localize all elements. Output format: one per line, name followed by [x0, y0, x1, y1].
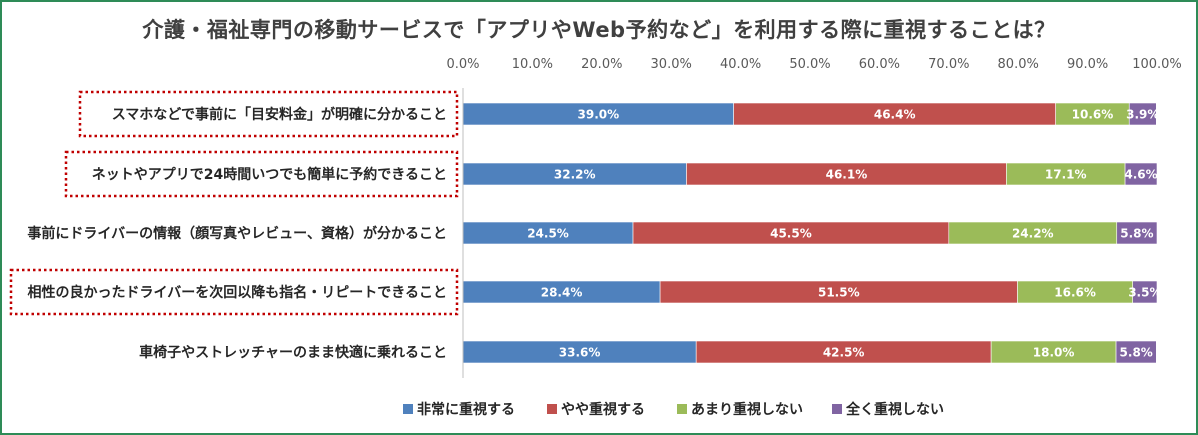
- highlight-box: [78, 90, 459, 138]
- data-label: 32.2%: [554, 168, 596, 182]
- legend-label: やや重視する: [561, 401, 645, 418]
- x-tick-label: 60.0%: [859, 57, 900, 72]
- x-tick-label: 0.0%: [446, 57, 479, 72]
- highlight-boxes: [9, 90, 459, 316]
- category-label: ネットやアプリで24時間いつでも簡単に予約できること: [92, 166, 447, 183]
- category-label: 車椅子やストレッチャーのまま快適に乗れること: [139, 344, 447, 361]
- data-label: 39.0%: [578, 108, 620, 122]
- x-tick-label: 30.0%: [651, 57, 692, 72]
- data-label: 28.4%: [541, 286, 583, 300]
- category-label: 相性の良かったドライバーを次回以降も指名・リピートできること: [28, 284, 447, 301]
- data-label: 51.5%: [818, 286, 860, 300]
- x-tick-label: 80.0%: [998, 57, 1039, 72]
- legend-swatch: [677, 404, 687, 414]
- bar-segment: [1115, 340, 1157, 364]
- data-label: 17.1%: [1045, 168, 1087, 182]
- bar-segment: [1128, 102, 1157, 126]
- data-label: 10.6%: [1072, 108, 1114, 122]
- x-tick-label: 50.0%: [789, 57, 830, 72]
- x-axis-ticks: 0.0% 10.0% 20.0% 30.0% 40.0% 50.0% 60.0% 70.0% 8…: [446, 57, 1181, 72]
- data-label: 45.5%: [770, 227, 812, 241]
- x-tick-label: 20.0%: [581, 57, 622, 72]
- x-tick-label: 90.0%: [1067, 57, 1108, 72]
- data-label: 18.0%: [1033, 346, 1075, 360]
- data-label: 5.8%: [1120, 227, 1153, 241]
- data-label: 4.6%: [1124, 168, 1157, 182]
- category-labels: スマホなどで事前に「目安料金」が明確に分かることネットやアプリで24時間いつでも…: [27, 106, 447, 361]
- legend: 非常に重視する やや重視する あまり重視しない 全く重視しない: [403, 401, 944, 418]
- x-tick-label: 40.0%: [720, 57, 761, 72]
- legend-label: 全く重視しない: [845, 401, 944, 418]
- category-label: スマホなどで事前に「目安料金」が明確に分かること: [112, 106, 447, 123]
- bar-segment: [1124, 162, 1158, 186]
- chart-title: 介護・福祉専門の移動サービスで「アプリやWeb予約など」を利用する際に重視するこ…: [142, 18, 1056, 42]
- bar-segment: [1132, 280, 1158, 304]
- x-tick-label: 10.0%: [512, 57, 553, 72]
- category-label: 事前にドライバーの情報（顔写真やレビュー、資格）が分かること: [27, 225, 447, 242]
- data-label: 46.1%: [826, 168, 868, 182]
- data-label: 5.8%: [1120, 346, 1153, 360]
- data-label: 46.4%: [874, 108, 916, 122]
- legend-label: 非常に重視する: [417, 401, 515, 418]
- highlight-box: [64, 150, 459, 198]
- data-label: 16.6%: [1054, 286, 1096, 300]
- data-label: 42.5%: [823, 346, 865, 360]
- x-tick-label: 100.0%: [1132, 57, 1182, 72]
- legend-swatch: [403, 404, 413, 414]
- x-tick-label: 70.0%: [928, 57, 969, 72]
- data-label: 24.5%: [527, 227, 569, 241]
- data-label: 33.6%: [559, 346, 601, 360]
- data-label: 24.2%: [1012, 227, 1054, 241]
- highlight-box: [9, 268, 459, 316]
- legend-label: あまり重視しない: [691, 401, 803, 418]
- data-label: 3.5%: [1128, 286, 1161, 300]
- legend-swatch: [832, 404, 842, 414]
- legend-swatch: [547, 404, 557, 414]
- bar-segment: [1116, 221, 1158, 245]
- data-label: 3.9%: [1126, 108, 1159, 122]
- bars: 39.0% 46.4% 10.6% 3.9% 32.2% 46.1% 17.1% 4.6% 24…: [462, 102, 1161, 364]
